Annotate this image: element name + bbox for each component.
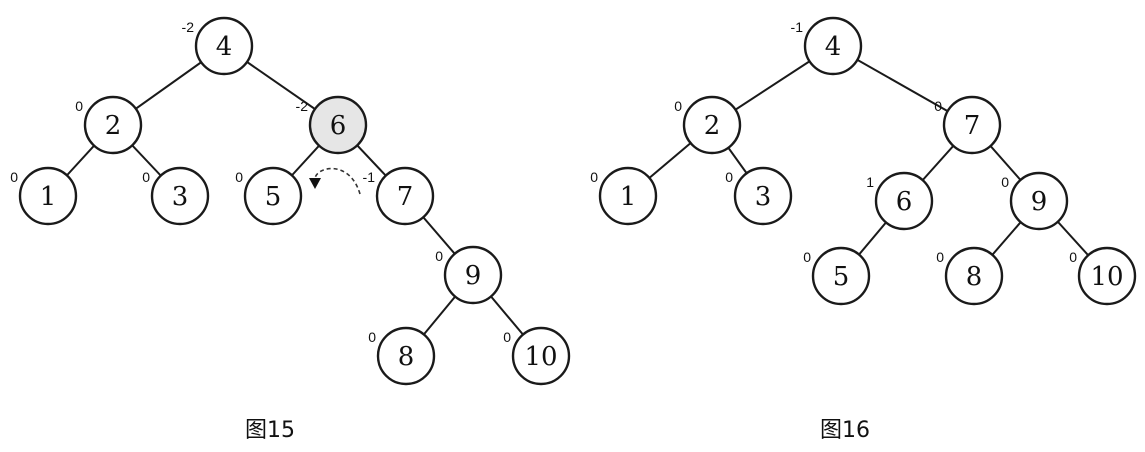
node-key-3: 3 [172, 182, 189, 212]
node-key-2: 2 [105, 111, 122, 141]
node-9: 90 [435, 245, 503, 305]
balance-factor-7: 0 [934, 98, 942, 114]
balance-factor-4: -2 [182, 19, 195, 35]
node-key-5: 5 [833, 262, 850, 292]
node-5: 50 [803, 246, 871, 306]
balance-factor-1: 0 [590, 169, 598, 185]
node-circle-6 [308, 95, 368, 155]
node-circle-10 [1077, 246, 1137, 306]
node-3: 30 [142, 166, 210, 226]
node-6: 6 -2 [296, 95, 368, 155]
node-circle-8 [944, 246, 1004, 306]
node-8: 80 [936, 246, 1004, 306]
node-key-3: 3 [755, 182, 772, 212]
node-circle-8 [376, 326, 436, 386]
rotation-arrowhead-icon [309, 178, 321, 189]
node-3: 30 [725, 166, 793, 226]
node-key-8: 8 [398, 342, 415, 372]
node-10: 10 0 [1069, 246, 1137, 306]
balance-factor-6: -2 [296, 98, 309, 114]
balance-factor-3: 0 [142, 169, 150, 185]
balance-factor-10: 0 [503, 329, 511, 345]
node-key-9: 9 [465, 261, 482, 291]
node-1: 10 [590, 166, 658, 226]
node-key-8: 8 [966, 262, 983, 292]
node-circle-6 [874, 171, 934, 231]
node-key-10: 10 [524, 342, 557, 372]
node-circle-5 [243, 166, 303, 226]
node-1: 10 [10, 166, 78, 226]
balance-factor-8: 0 [368, 329, 376, 345]
node-circle-7 [942, 95, 1002, 155]
balance-factor-5: 0 [803, 249, 811, 265]
balance-factor-3: 0 [725, 169, 733, 185]
balance-factor-8: 0 [936, 249, 944, 265]
node-key-1: 1 [40, 182, 57, 212]
node-circle-9 [443, 245, 503, 305]
balance-factor-2: 0 [674, 98, 682, 114]
node-2: 20 [674, 95, 742, 155]
node-key-4: 4 [825, 32, 842, 62]
node-9: 90 [1001, 171, 1069, 231]
node-4: 4 -2 [182, 16, 254, 76]
node-2: 20 [75, 95, 143, 155]
node-10: 10 0 [503, 326, 571, 386]
node-circle-2 [682, 95, 742, 155]
balance-factor-10: 0 [1069, 249, 1077, 265]
node-key-2: 2 [704, 111, 721, 141]
figure-15-caption: 图15 [245, 418, 295, 443]
node-8: 80 [368, 326, 436, 386]
node-circle-5 [811, 246, 871, 306]
figure-16-caption: 图16 [820, 418, 870, 443]
node-7: 70 [934, 95, 1002, 155]
node-4: 4 -1 [791, 16, 863, 76]
balance-factor-4: -1 [791, 19, 804, 35]
node-key-7: 7 [397, 182, 414, 212]
node-circle-4 [803, 16, 863, 76]
node-circle-3 [733, 166, 793, 226]
node-circle-2 [83, 95, 143, 155]
node-circle-1 [18, 166, 78, 226]
node-5: 50 [235, 166, 303, 226]
balance-factor-6: 1 [866, 174, 874, 190]
node-7: 7 -1 [363, 166, 435, 226]
balance-factor-1: 0 [10, 169, 18, 185]
balance-factor-7: -1 [363, 169, 376, 185]
node-circle-3 [150, 166, 210, 226]
node-circle-9 [1009, 171, 1069, 231]
balance-factor-2: 0 [75, 98, 83, 114]
rotation-arrow [314, 167, 361, 195]
node-circle-4 [194, 16, 254, 76]
node-circle-7 [375, 166, 435, 226]
node-key-6: 6 [896, 187, 913, 217]
node-key-5: 5 [265, 182, 282, 212]
node-key-6: 6 [330, 111, 347, 141]
node-key-10: 10 [1090, 262, 1123, 292]
node-key-4: 4 [216, 32, 233, 62]
node-circle-10 [511, 326, 571, 386]
balance-factor-9: 0 [1001, 174, 1009, 190]
balance-factor-9: 0 [435, 248, 443, 264]
node-6: 61 [866, 171, 934, 231]
balance-factor-5: 0 [235, 169, 243, 185]
node-key-9: 9 [1031, 187, 1048, 217]
node-key-7: 7 [964, 111, 981, 141]
node-circle-1 [598, 166, 658, 226]
node-key-1: 1 [620, 182, 637, 212]
